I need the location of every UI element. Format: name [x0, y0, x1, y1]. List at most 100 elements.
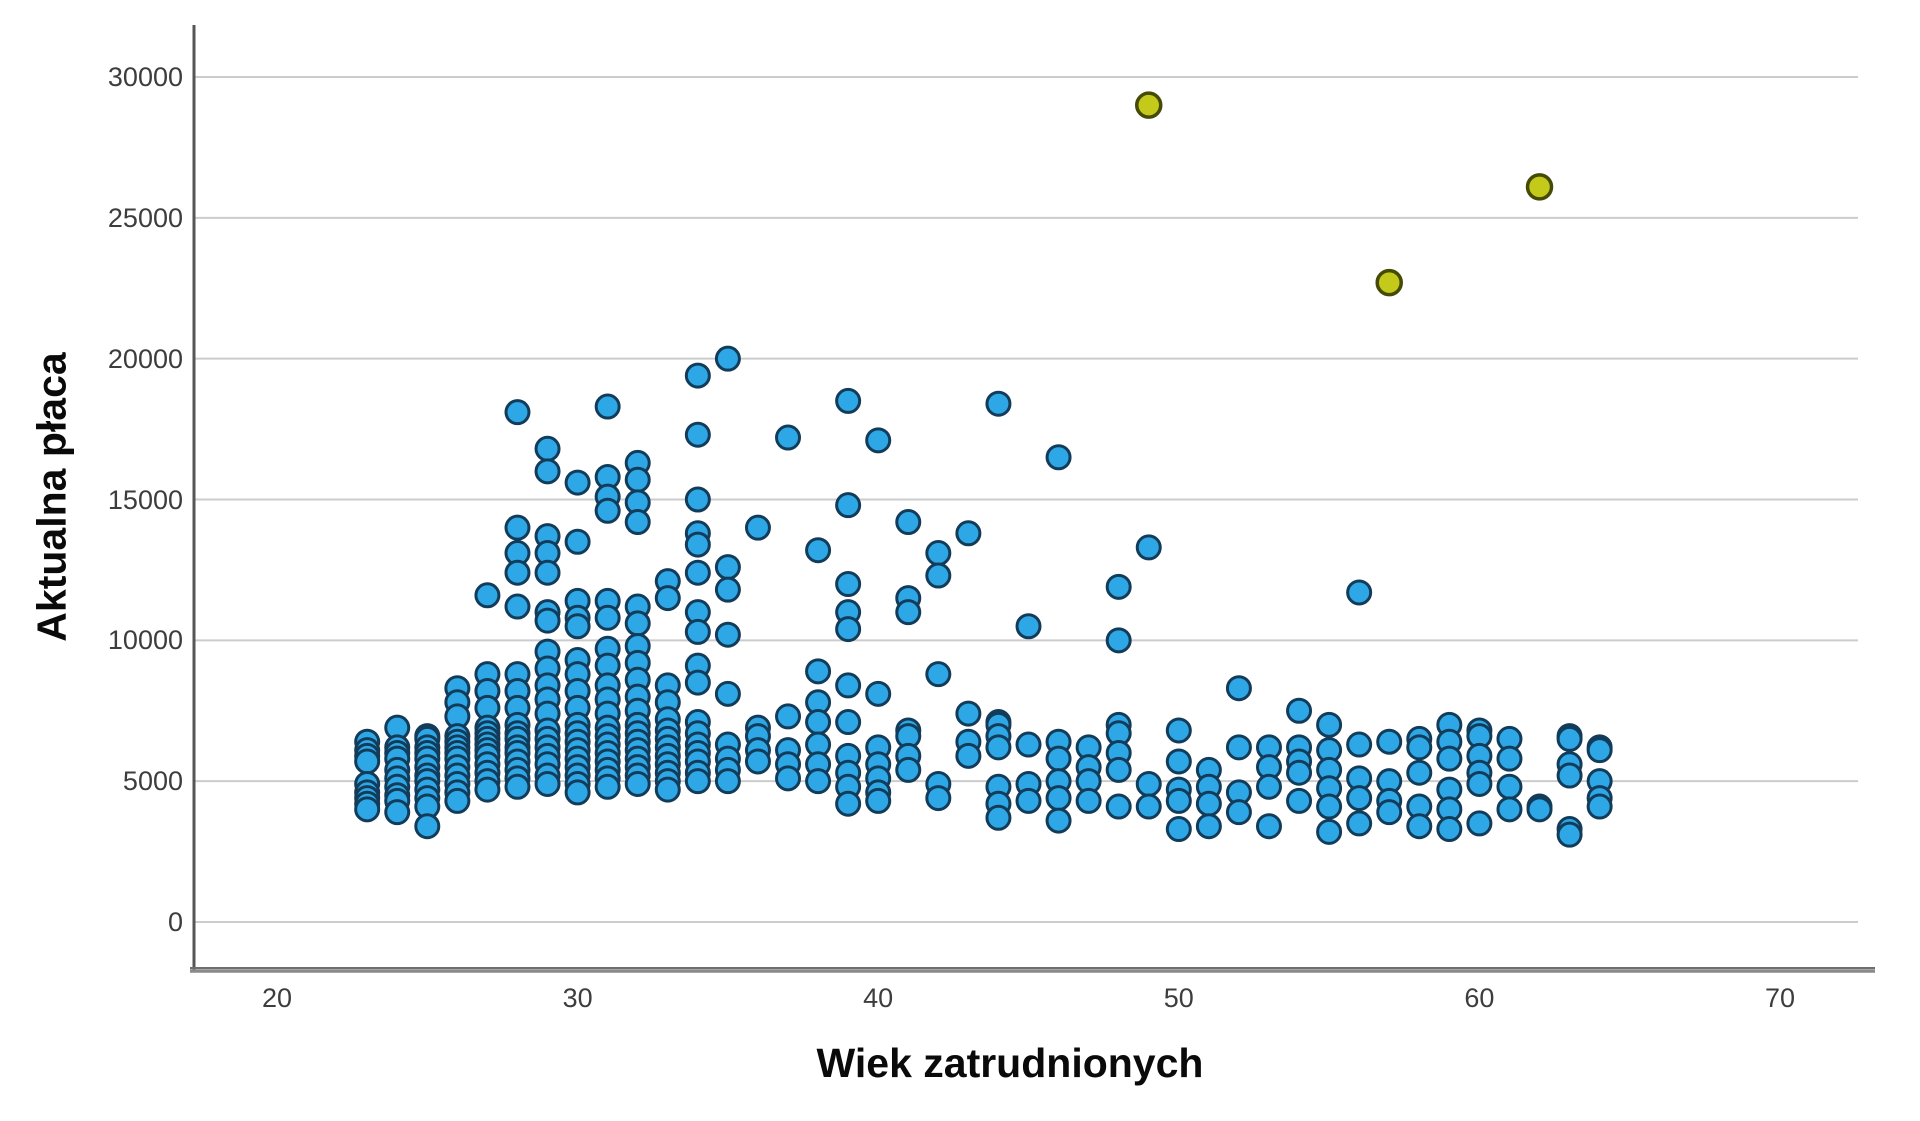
data-point	[805, 768, 832, 795]
data-point	[714, 768, 741, 795]
data-point	[684, 421, 711, 448]
data-point	[1316, 793, 1343, 820]
data-point	[835, 790, 862, 817]
data-point	[594, 773, 621, 800]
data-point	[1286, 787, 1313, 814]
data-point	[925, 785, 952, 812]
data-point	[744, 514, 771, 541]
data-point	[1376, 799, 1403, 826]
data-point	[1015, 731, 1042, 758]
data-point	[895, 756, 922, 783]
data-point	[1436, 745, 1463, 772]
data-point	[684, 362, 711, 389]
data-point	[654, 585, 681, 612]
data-point	[1135, 793, 1162, 820]
data-point	[534, 559, 561, 586]
data-point	[1586, 793, 1613, 820]
data-point	[1225, 799, 1252, 826]
data-point	[684, 768, 711, 795]
data-point	[684, 618, 711, 645]
data-point	[534, 770, 561, 797]
y-tick-label: 0	[167, 907, 183, 937]
data-point	[1045, 785, 1072, 812]
data-point	[1225, 734, 1252, 761]
data-point	[1556, 821, 1583, 848]
outlier-point	[1375, 268, 1403, 297]
data-point	[714, 345, 741, 372]
data-point	[1376, 728, 1403, 755]
data-point	[354, 796, 381, 823]
data-point	[1286, 697, 1313, 724]
data-point	[714, 576, 741, 603]
data-point	[624, 466, 651, 493]
data-point	[534, 607, 561, 634]
data-point	[925, 562, 952, 589]
data-point	[504, 773, 531, 800]
data-point	[1406, 759, 1433, 786]
data-point	[1436, 816, 1463, 843]
y-tick-label: 5000	[122, 766, 183, 797]
x-tick-label: 30	[562, 983, 593, 1013]
outlier-point	[1525, 173, 1554, 201]
data-point	[1015, 613, 1042, 640]
data-point	[594, 604, 621, 631]
x-tick-label: 20	[261, 983, 293, 1013]
data-point	[1316, 818, 1343, 845]
data-point	[1195, 813, 1222, 840]
data-point	[1135, 534, 1162, 561]
data-point	[624, 770, 651, 797]
data-point	[564, 613, 591, 640]
data-point	[504, 593, 531, 620]
y-axis-title: Aktualna płaca	[28, 352, 75, 642]
y-tick-label: 30000	[107, 62, 183, 92]
x-axis-title: Wiek zatrudnionych	[816, 1040, 1204, 1086]
data-point	[624, 509, 651, 536]
y-tick-label: 15000	[107, 484, 183, 515]
data-point	[534, 458, 561, 485]
data-point	[805, 709, 832, 736]
data-point	[1045, 807, 1072, 834]
data-point	[1075, 787, 1102, 814]
data-point	[594, 497, 621, 524]
data-point	[835, 709, 862, 736]
data-point	[1526, 796, 1553, 823]
data-point	[895, 509, 922, 536]
data-point	[504, 514, 531, 541]
data-point	[835, 492, 862, 519]
data-point	[474, 776, 501, 803]
data-point	[835, 387, 862, 414]
data-point	[925, 540, 952, 567]
data-point	[1346, 810, 1373, 837]
data-point	[594, 393, 621, 420]
data-point	[865, 680, 892, 707]
data-point	[1346, 579, 1373, 606]
data-point	[1135, 770, 1162, 797]
data-point	[1406, 734, 1433, 761]
data-point	[534, 435, 561, 462]
data-point	[775, 424, 802, 451]
data-point	[775, 765, 802, 792]
data-point	[1496, 796, 1523, 823]
data-point	[564, 779, 591, 806]
data-point	[1225, 675, 1252, 702]
data-point	[1586, 737, 1613, 764]
data-point	[1195, 790, 1222, 817]
data-point	[955, 700, 982, 727]
data-point	[895, 599, 922, 626]
data-point	[985, 804, 1012, 831]
data-point	[955, 742, 982, 769]
y-tick-label: 20000	[107, 343, 183, 374]
data-point	[775, 703, 802, 730]
data-point	[1496, 773, 1523, 800]
data-point	[684, 486, 711, 513]
data-point	[684, 559, 711, 586]
data-point	[805, 658, 832, 685]
data-point	[805, 537, 832, 564]
data-point	[624, 610, 651, 637]
data-point	[504, 399, 531, 426]
data-point	[1255, 773, 1282, 800]
data-point	[1255, 813, 1282, 840]
data-point	[414, 813, 441, 840]
x-tick-label: 40	[863, 983, 894, 1013]
data-point	[564, 528, 591, 555]
